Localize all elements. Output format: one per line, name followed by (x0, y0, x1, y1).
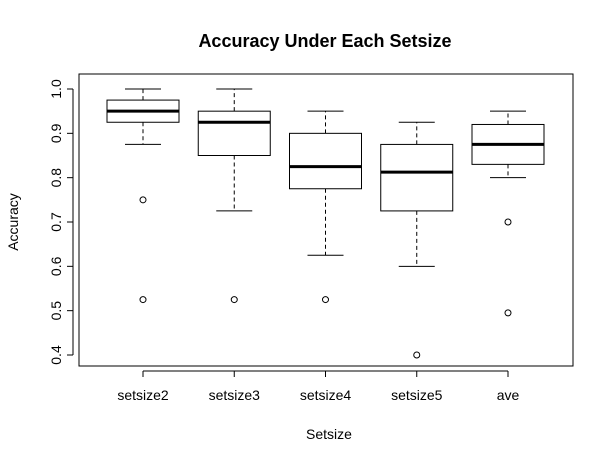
outlier-point (139, 296, 147, 304)
boxes-layer (106, 88, 545, 359)
outlier-point (139, 196, 147, 204)
x-axis-label: Setsize (306, 426, 352, 442)
y-tick-label: 0.4 (48, 345, 64, 365)
y-tick-label: 0.8 (48, 168, 64, 188)
chart-title: Accuracy Under Each Setsize (198, 31, 451, 51)
iqr-box (380, 143, 454, 212)
outlier-point (504, 309, 512, 317)
y-tick-label: 1.0 (48, 79, 64, 99)
x-tick-label: setsize2 (117, 387, 169, 403)
outlier-point (504, 218, 512, 226)
x-tick-label: ave (497, 387, 520, 403)
y-axis: 0.4 0.5 0.6 0.7 0.8 0.9 1.0 (48, 79, 74, 365)
iqr-box (197, 110, 271, 156)
y-tick-label: 0.6 (48, 256, 64, 276)
y-axis-label: Accuracy (5, 193, 21, 251)
box-ave (471, 110, 545, 317)
y-tick-label: 0.9 (48, 123, 64, 143)
y-tick-label: 0.7 (48, 212, 64, 232)
box-setsize2 (106, 88, 180, 304)
y-tick-label: 0.5 (48, 301, 64, 321)
box-setsize3 (197, 88, 271, 304)
x-axis: setsize2 setsize3 setsize4 setsize5 ave (117, 370, 520, 403)
iqr-box (289, 132, 362, 190)
x-tick-label: setsize3 (209, 387, 261, 403)
box-setsize4 (289, 110, 362, 304)
x-tick-label: setsize4 (300, 387, 352, 403)
x-tick-label: setsize5 (391, 387, 443, 403)
outlier-point (413, 351, 421, 359)
box-setsize5 (380, 121, 454, 359)
plot-frame (78, 73, 574, 367)
outlier-point (322, 296, 329, 304)
outlier-point (230, 296, 238, 304)
